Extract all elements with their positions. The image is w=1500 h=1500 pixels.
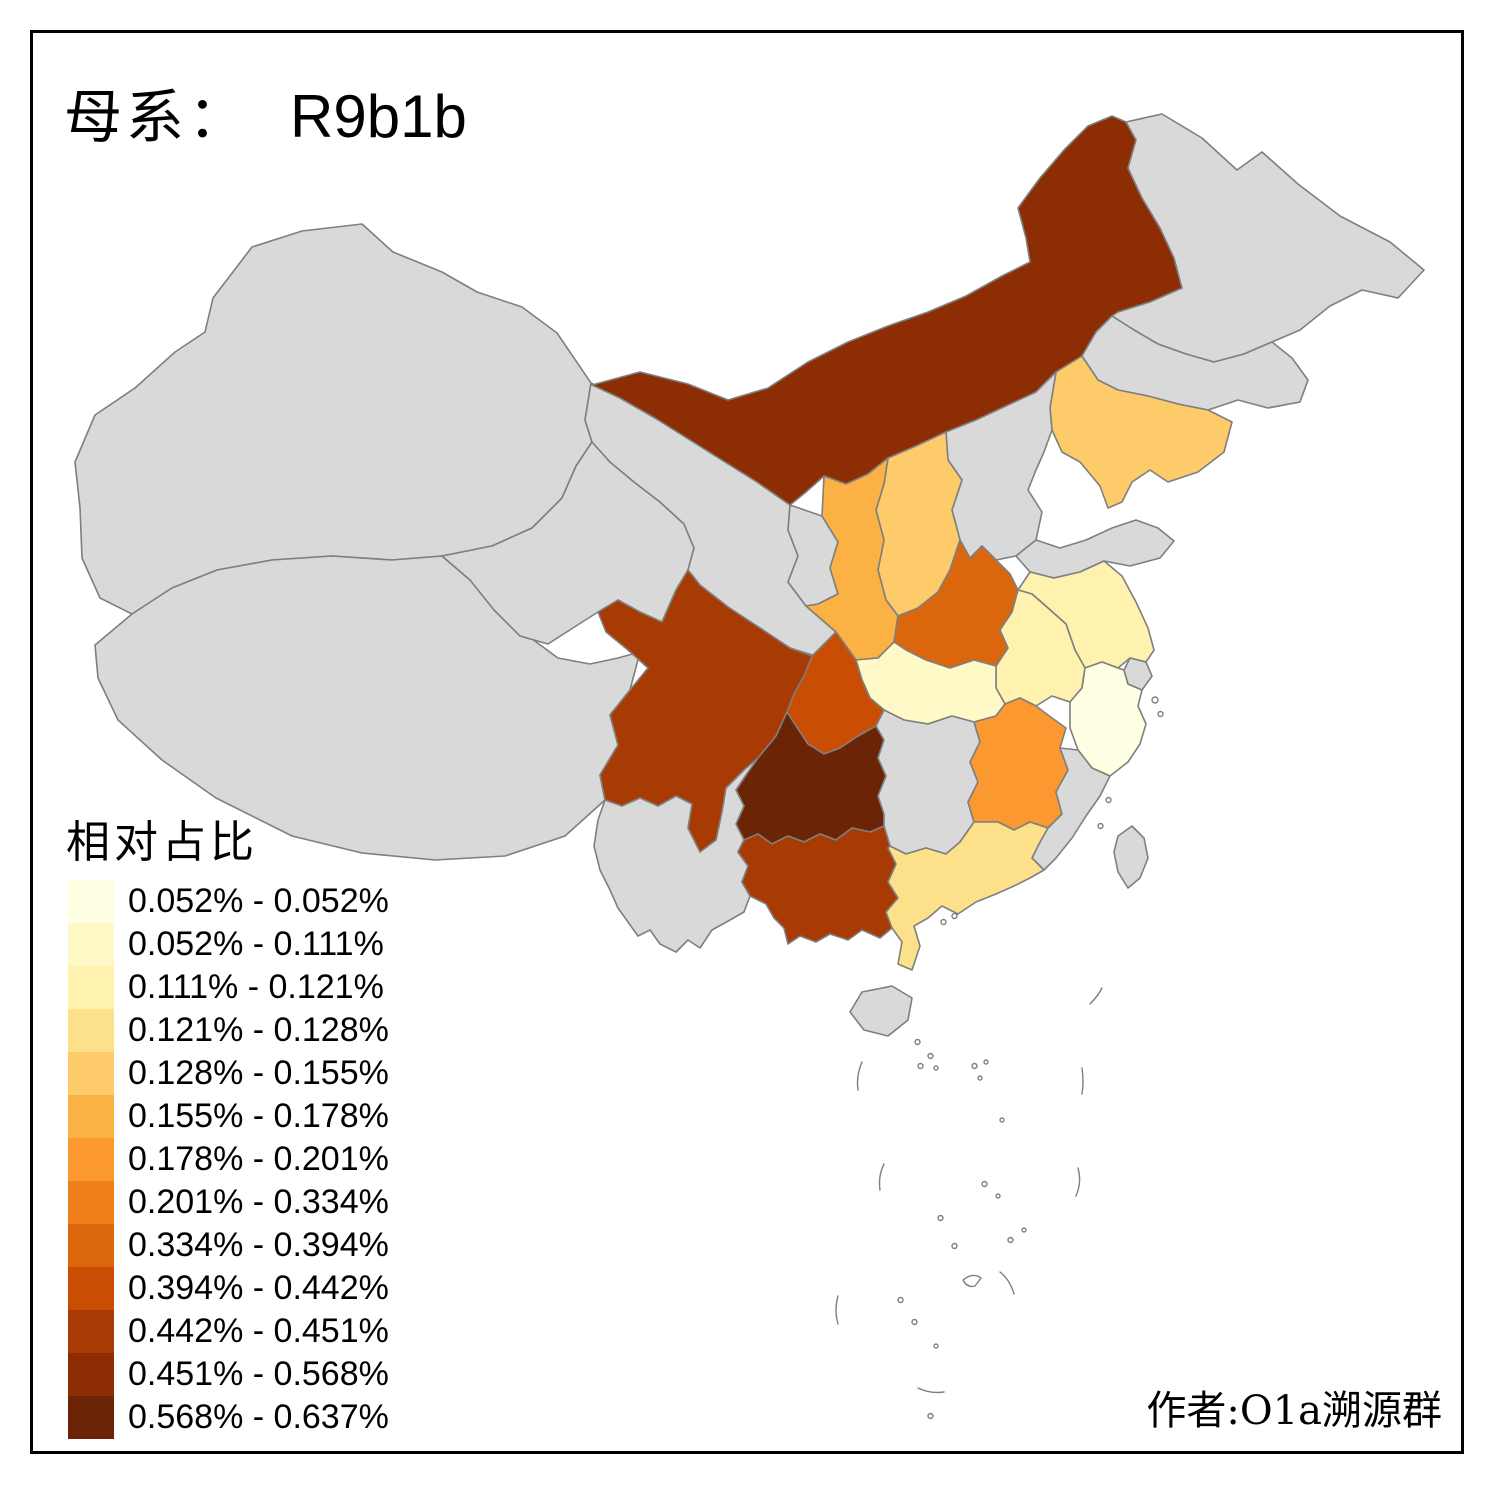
legend-swatch: [68, 1181, 114, 1224]
legend-label: 0.394% - 0.442%: [128, 1269, 389, 1307]
legend-label: 0.052% - 0.111%: [128, 925, 384, 963]
legend-label: 0.111% - 0.121%: [128, 968, 384, 1006]
province-zhejiang: [1069, 661, 1147, 777]
title-prefix: 母系：: [64, 83, 251, 151]
attribution-text: 作者:O1a溯源群: [1146, 1388, 1442, 1434]
legend-item: 0.442% - 0.451%: [68, 1310, 389, 1353]
legend-swatch: [68, 923, 114, 966]
legend-swatch: [68, 880, 114, 923]
province-liaoning: [1049, 355, 1233, 509]
title-haplogroup: R9b1b: [290, 83, 467, 150]
legend-label: 0.155% - 0.178%: [128, 1097, 389, 1135]
legend-title: 相对占比: [66, 817, 258, 868]
legend-item: 0.568% - 0.637%: [68, 1396, 389, 1439]
province-taiwan: [1113, 825, 1149, 889]
legend-label: 0.121% - 0.128%: [128, 1011, 389, 1049]
legend-swatch: [68, 1095, 114, 1138]
legend-label: 0.128% - 0.155%: [128, 1054, 389, 1092]
legend-items: 0.052% - 0.052% 0.052% - 0.111% 0.111% - 0…: [68, 880, 389, 1439]
province-guangdong: [885, 821, 1049, 971]
legend-swatch: [68, 1224, 114, 1267]
legend-item: 0.128% - 0.155%: [68, 1052, 389, 1095]
legend-item: 0.155% - 0.178%: [68, 1095, 389, 1138]
legend-label: 0.334% - 0.394%: [128, 1226, 389, 1264]
legend-item: 0.178% - 0.201%: [68, 1138, 389, 1181]
legend-item: 0.451% - 0.568%: [68, 1353, 389, 1396]
legend-swatch: [68, 966, 114, 1009]
legend-label: 0.052% - 0.052%: [128, 882, 389, 920]
province-shanghai: [1123, 657, 1153, 691]
legend-label: 0.201% - 0.334%: [128, 1183, 389, 1221]
legend-item: 0.334% - 0.394%: [68, 1224, 389, 1267]
legend-item: 0.111% - 0.121%: [68, 966, 389, 1009]
legend-item: 0.201% - 0.334%: [68, 1181, 389, 1224]
legend-label: 0.442% - 0.451%: [128, 1312, 389, 1350]
province-hainan: [849, 985, 913, 1037]
legend-label: 0.451% - 0.568%: [128, 1355, 389, 1393]
legend-item: 0.121% - 0.128%: [68, 1009, 389, 1052]
legend-item: 0.052% - 0.052%: [68, 880, 389, 923]
legend-swatch: [68, 1009, 114, 1052]
legend-swatch: [68, 1353, 114, 1396]
province-anhui: [995, 589, 1086, 707]
legend-swatch: [68, 1138, 114, 1181]
province-hunan: [875, 709, 981, 855]
sea-islands-and-dash-line: [835, 696, 1164, 1420]
legend-swatch: [68, 1396, 114, 1439]
legend-swatch: [68, 1052, 114, 1095]
legend-label: 0.568% - 0.637%: [128, 1398, 389, 1436]
legend-item: 0.052% - 0.111%: [68, 923, 389, 966]
provinces-layer: [74, 113, 1425, 1037]
legend-item: 0.394% - 0.442%: [68, 1267, 389, 1310]
province-guangxi: [737, 825, 899, 945]
legend-swatch: [68, 1310, 114, 1353]
page-title: 母系： R9b1b: [64, 70, 467, 154]
legend-swatch: [68, 1267, 114, 1310]
legend: 相对占比 0.052% - 0.052% 0.052% - 0.111% 0.111…: [66, 806, 389, 1439]
legend-label: 0.178% - 0.201%: [128, 1140, 389, 1178]
